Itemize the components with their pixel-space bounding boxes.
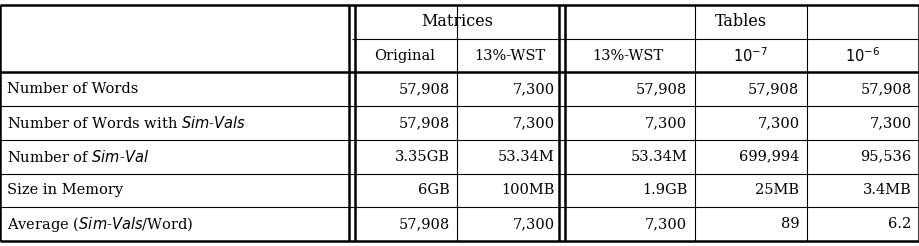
- Text: 7,300: 7,300: [513, 116, 555, 130]
- Text: 13%-WST: 13%-WST: [593, 48, 664, 62]
- Text: Matrices: Matrices: [421, 13, 493, 30]
- Text: 7,300: 7,300: [513, 217, 555, 231]
- Text: Original: Original: [374, 48, 435, 62]
- Text: 95,536: 95,536: [860, 150, 912, 164]
- Text: 25MB: 25MB: [755, 184, 800, 198]
- Text: Number of Words: Number of Words: [7, 82, 139, 96]
- Text: 7,300: 7,300: [757, 116, 800, 130]
- Text: 13%-WST: 13%-WST: [474, 48, 545, 62]
- Text: Tables: Tables: [714, 13, 766, 30]
- Text: 699,994: 699,994: [739, 150, 800, 164]
- Text: 57,908: 57,908: [398, 217, 449, 231]
- Text: $10^{-7}$: $10^{-7}$: [733, 46, 768, 65]
- Text: 57,908: 57,908: [860, 82, 912, 96]
- Text: 7,300: 7,300: [513, 82, 555, 96]
- Text: 6.2: 6.2: [889, 217, 912, 231]
- Text: Average ($Sim$-$Vals$/Word): Average ($Sim$-$Vals$/Word): [7, 215, 194, 234]
- Text: $10^{-6}$: $10^{-6}$: [845, 46, 880, 65]
- Text: 57,908: 57,908: [398, 82, 449, 96]
- Text: 3.35GB: 3.35GB: [394, 150, 449, 164]
- Text: 7,300: 7,300: [645, 116, 687, 130]
- Text: Size in Memory: Size in Memory: [7, 184, 123, 198]
- Text: 7,300: 7,300: [645, 217, 687, 231]
- Text: 53.34M: 53.34M: [498, 150, 555, 164]
- Text: Number of $Sim$-$Val$: Number of $Sim$-$Val$: [7, 149, 150, 165]
- Text: 7,300: 7,300: [869, 116, 912, 130]
- Text: 1.9GB: 1.9GB: [641, 184, 687, 198]
- Text: 100MB: 100MB: [501, 184, 555, 198]
- Text: Number of Words with $Sim$-$Vals$: Number of Words with $Sim$-$Vals$: [7, 115, 246, 131]
- Text: 57,908: 57,908: [636, 82, 687, 96]
- Text: 89: 89: [781, 217, 800, 231]
- Text: 57,908: 57,908: [748, 82, 800, 96]
- Text: 3.4MB: 3.4MB: [863, 184, 912, 198]
- Text: 57,908: 57,908: [398, 116, 449, 130]
- Text: 53.34M: 53.34M: [630, 150, 687, 164]
- Text: 6GB: 6GB: [418, 184, 449, 198]
